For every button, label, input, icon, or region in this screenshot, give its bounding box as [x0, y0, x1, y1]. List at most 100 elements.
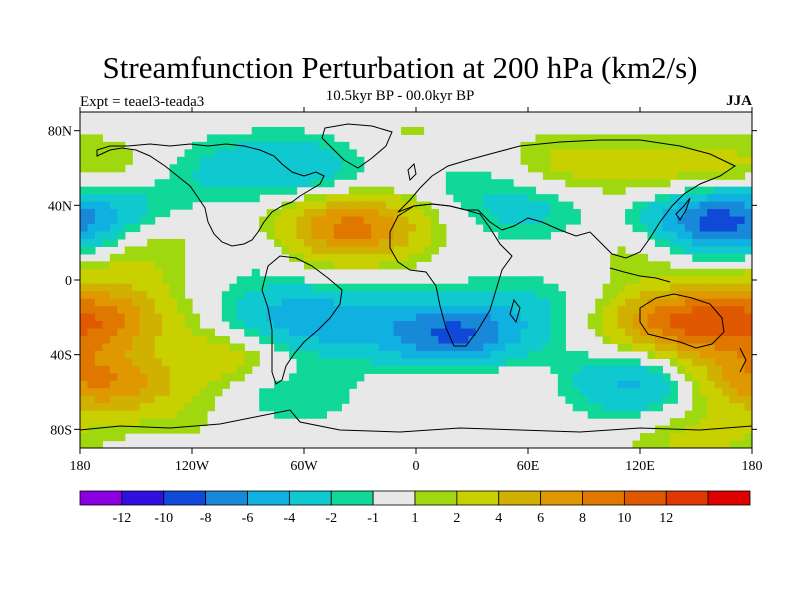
field-cell [147, 313, 156, 322]
field-cell [505, 209, 514, 218]
field-cell [289, 224, 298, 233]
field-cell [610, 328, 619, 337]
field-cell [416, 365, 425, 374]
field-cell [632, 276, 641, 285]
field-cell [684, 433, 693, 442]
field-cell [229, 156, 238, 165]
field-cell [199, 388, 208, 397]
field-cell [326, 306, 335, 315]
field-cell [296, 179, 305, 188]
field-cell [550, 306, 559, 315]
field-cell [333, 403, 342, 412]
field-cell [483, 336, 492, 345]
field-cell [117, 365, 126, 374]
field-cell [438, 306, 447, 315]
field-cell [453, 186, 462, 195]
field-cell [528, 321, 537, 330]
field-cell [341, 253, 350, 262]
field-cell [610, 395, 619, 404]
field-cell [274, 276, 283, 285]
field-cell [109, 298, 118, 307]
field-cell [677, 209, 686, 218]
field-cell [169, 343, 178, 352]
field-cell [505, 283, 514, 292]
field-cell [356, 358, 365, 367]
field-cell [528, 194, 537, 203]
field-cell [169, 418, 178, 427]
field-cell [692, 283, 701, 292]
field-cell [348, 238, 357, 247]
field-cell [640, 321, 649, 330]
field-cell [483, 186, 492, 195]
field-cell [610, 291, 619, 300]
field-cell [654, 403, 663, 412]
field-cell [744, 276, 752, 285]
field-cell [729, 298, 738, 307]
field-cell [416, 126, 425, 135]
field-cell [587, 164, 596, 173]
field-cell [333, 253, 342, 262]
field-cell [356, 328, 365, 337]
field-cell [102, 186, 111, 195]
field-cell [326, 134, 335, 143]
field-cell [483, 298, 492, 307]
field-cell [348, 246, 357, 255]
field-cell [505, 224, 514, 233]
field-cell [341, 238, 350, 247]
field-cell [147, 380, 156, 389]
japan-outline [675, 197, 691, 221]
field-cell [281, 186, 290, 195]
field-cell [453, 306, 462, 315]
field-cell [654, 224, 663, 233]
field-cell [423, 238, 432, 247]
field-cell [572, 403, 581, 412]
field-cell [625, 209, 634, 218]
field-cell [162, 403, 171, 412]
field-cell [378, 283, 387, 292]
field-cell [453, 179, 462, 188]
field-cell [356, 291, 365, 300]
field-cell [505, 231, 514, 240]
field-cell [109, 328, 118, 337]
field-cell [460, 350, 469, 359]
field-cell [117, 291, 126, 300]
field-cell [87, 403, 96, 412]
field-cell [654, 276, 663, 285]
field-cell [318, 380, 327, 389]
field-cell [87, 261, 96, 270]
field-cell [199, 410, 208, 419]
field-cell [572, 134, 581, 143]
field-cell [304, 134, 313, 143]
field-cell [386, 194, 395, 203]
field-cell [318, 283, 327, 292]
field-cell [139, 268, 148, 277]
field-cell [236, 350, 245, 359]
field-cell [445, 298, 454, 307]
field-cell [498, 186, 507, 195]
field-cell [632, 134, 641, 143]
field-cell [326, 373, 335, 382]
colorbar-label: 10 [617, 511, 631, 526]
field-cell [236, 306, 245, 315]
field-cell [371, 306, 380, 315]
field-cell [87, 298, 96, 307]
field-cell [737, 343, 746, 352]
field-cell [617, 253, 626, 262]
field-cell [423, 350, 432, 359]
field-cell [318, 216, 327, 225]
field-cell [505, 179, 514, 188]
field-cell [393, 298, 402, 307]
field-cell [102, 358, 111, 367]
field-cell [80, 306, 89, 315]
field-cell [692, 268, 701, 277]
field-cell [132, 201, 141, 210]
field-cell [80, 388, 89, 397]
field-cell [610, 164, 619, 173]
field-cell [654, 298, 663, 307]
field-cell [177, 321, 186, 330]
field-cell [154, 268, 163, 277]
field-cell [162, 350, 171, 359]
field-cell [206, 134, 215, 143]
field-cell [707, 186, 716, 195]
